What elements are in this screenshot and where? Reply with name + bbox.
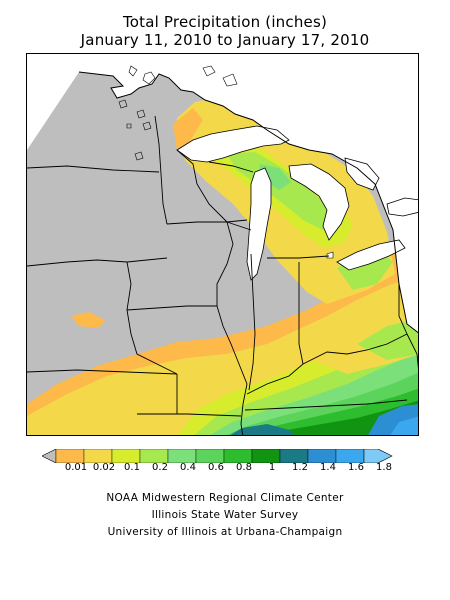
legend-label-18: 1.8 [376,462,392,473]
precip-michigan-band-06 [259,164,291,190]
legend-arrow-high [363,449,393,463]
legend-swatch-16 [335,449,365,463]
precipitation-map [26,53,419,436]
precip-band-14 [227,424,297,435]
legend-label-04: 0.4 [180,462,196,473]
land-outline [78,71,418,334]
boundary-mississippi-south [240,383,248,435]
legend-swatch-12 [279,449,309,463]
credit-noaa: NOAA Midwestern Regional Climate Center [106,492,344,504]
legend-swatch-002 [83,449,113,463]
lake-st-clair [326,251,334,259]
boundary-il-in [248,253,256,391]
boundary-ia-il-river [216,221,248,385]
boundary-up-wi [208,161,254,173]
legend-arrow-low [42,449,57,463]
credit-isws: Illinois State Water Survey [151,509,299,521]
boundary-ne-ks [27,369,178,375]
canada-lakes [118,65,238,161]
boundary-mi-south [267,255,330,259]
land-area [27,72,418,435]
legend-swatch-02 [139,449,169,463]
legend-label-16: 1.6 [348,462,364,473]
boundary-in-oh [298,262,304,365]
map-title: Total Precipitation (inches) [122,13,328,31]
precip-upper-lakes-orange [173,108,203,150]
legend-label-14: 1.4 [320,462,336,473]
legend-swatch-08 [223,449,253,463]
legend-swatch-01 [111,449,141,463]
legend-swatch-06 [195,449,225,463]
precip-band-18 [389,416,418,435]
precip-patch-west [71,312,105,328]
lake-michigan [246,167,272,281]
legend-swatch-04 [167,449,197,463]
boundary-ky-tn [244,399,408,411]
boundary-mo-ar [137,413,242,417]
legend-swatch-1 [251,449,281,463]
lake-huron [288,163,350,241]
legend-label-06: 0.6 [208,462,224,473]
boundary-mn-dakota [154,115,168,225]
boundary-ia-mo [126,305,217,311]
legend-swatch-14 [307,449,337,463]
precip-michigan-band-04 [227,152,337,230]
lake-ontario [386,197,418,217]
boundary-wv-va [406,333,418,385]
legend-label-02: 0.2 [152,462,168,473]
legend-label-12: 1.2 [292,462,308,473]
legend-label-002: 0.02 [92,462,116,473]
boundary-nd-sd [27,165,160,173]
lake-erie [336,239,406,271]
legend-swatch-001 [55,449,85,463]
boundary-mn-wi [176,149,228,223]
legend-label-001: 0.01 [64,462,88,473]
boundary-wi-il [226,221,252,231]
boundary-sd-ne [27,257,168,267]
legend-label-01: 0.1 [124,462,140,473]
map-date-range: January 11, 2010 to January 17, 2010 [80,31,370,49]
boundary-mn-ia [166,219,248,225]
precipitation-legend [42,449,393,463]
legend-label-1: 1 [268,462,276,473]
boundary-ohio-river [246,333,408,395]
boundary-missouri-river [126,261,178,375]
precip-ohio-band-04 [357,320,418,360]
legend-label-08: 0.8 [236,462,252,473]
credit-uiuc: University of Illinois at Urbana-Champai… [107,526,343,538]
